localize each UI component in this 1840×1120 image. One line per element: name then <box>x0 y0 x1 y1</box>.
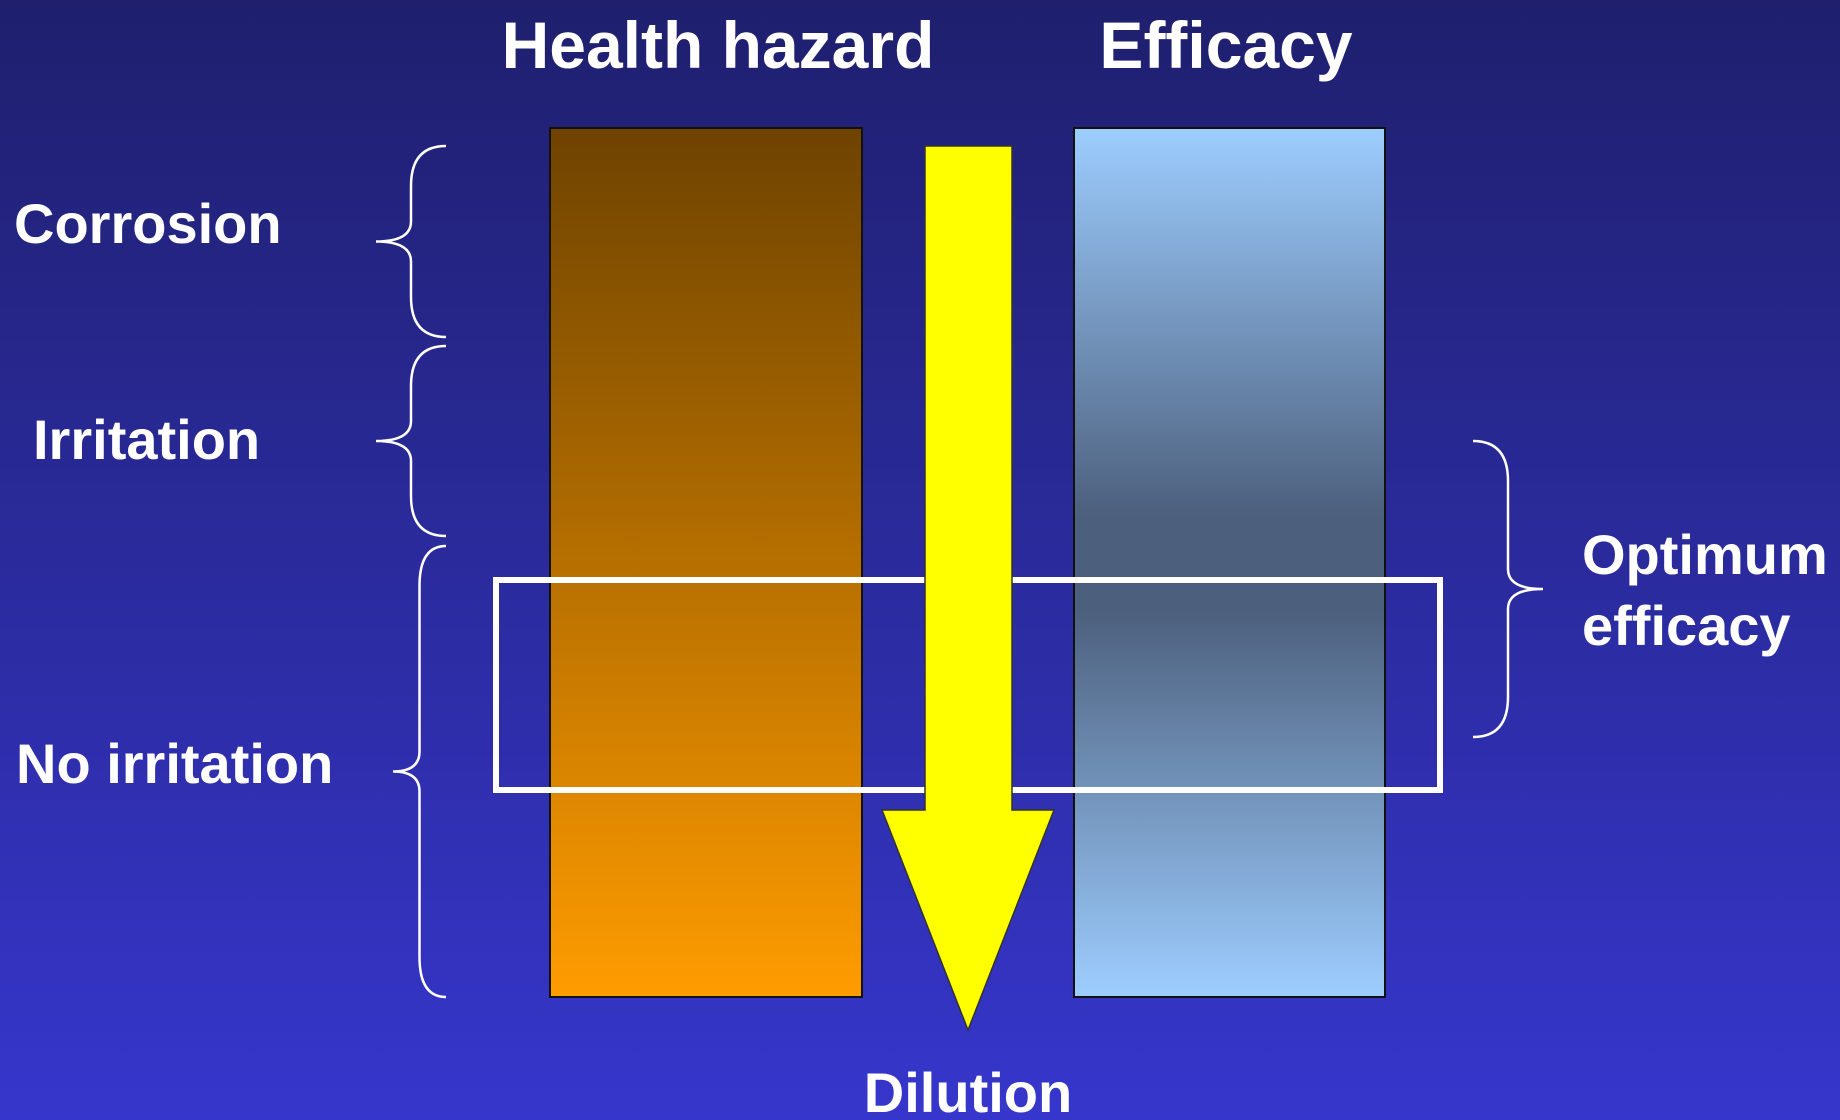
column-title: Efficacy <box>1099 8 1352 82</box>
brace <box>392 544 447 999</box>
hazard-bar <box>549 127 863 998</box>
brace <box>375 144 447 339</box>
level-label: Corrosion <box>14 192 282 255</box>
efficacy-bar <box>1073 127 1386 998</box>
brace <box>375 344 447 538</box>
arrow-label: Dilution <box>864 1061 1072 1120</box>
level-label: No irritation <box>16 732 333 795</box>
optimum-label: efficacy <box>1582 594 1791 657</box>
level-label: Irritation <box>33 408 260 471</box>
brace <box>1472 439 1544 739</box>
column-title: Health hazard <box>502 8 935 82</box>
optimum-label: Optimum <box>1582 523 1828 586</box>
braces <box>375 144 1544 999</box>
dilution-arrow <box>880 145 1056 1033</box>
